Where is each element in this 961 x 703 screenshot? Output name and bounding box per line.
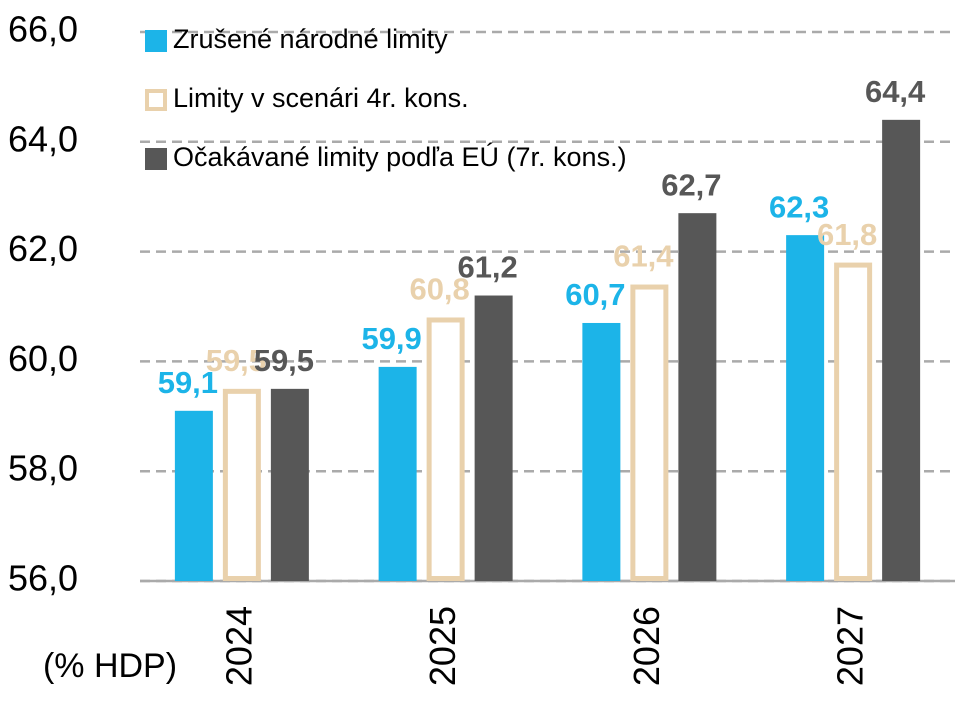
value-label: 59,1 — [158, 365, 218, 400]
legend-marker — [145, 148, 167, 170]
legend-label: Zrušené národné limity — [173, 24, 448, 54]
y-tick-label: 58,0 — [8, 448, 78, 489]
value-label: 64,4 — [865, 74, 926, 109]
x-tick-label: 2027 — [830, 606, 871, 686]
value-label: 61,4 — [613, 239, 674, 274]
bar — [222, 388, 261, 581]
bar — [270, 388, 309, 581]
value-label: 61,2 — [457, 250, 517, 285]
value-label: 59,5 — [254, 343, 314, 378]
bar — [174, 410, 213, 581]
y-tick-label: 56,0 — [8, 558, 78, 599]
legend-label: Limity v scenári 4r. kons. — [173, 83, 469, 113]
value-label: 60,7 — [565, 277, 625, 312]
value-label: 62,7 — [661, 167, 721, 202]
legend-marker — [145, 89, 167, 111]
value-label: 59,5 — [206, 343, 266, 378]
value-label: 61,8 — [817, 217, 877, 252]
bar — [474, 295, 513, 581]
bar — [582, 322, 621, 581]
value-label: 59,9 — [361, 321, 421, 356]
x-tick-label: 2024 — [218, 606, 259, 686]
legend-marker — [145, 30, 167, 52]
bar — [678, 213, 717, 582]
x-tick-label: 2025 — [422, 606, 463, 686]
bar — [834, 262, 873, 581]
bar — [426, 317, 465, 581]
value-label: 62,3 — [769, 189, 829, 224]
bar — [378, 366, 417, 581]
value-label: 60,8 — [409, 272, 469, 307]
y-tick-label: 60,0 — [8, 338, 78, 379]
bar — [882, 119, 921, 581]
y-tick-label: 64,0 — [8, 118, 78, 159]
bar — [630, 284, 669, 581]
x-tick-label: 2026 — [626, 606, 667, 686]
bar — [786, 235, 825, 581]
y-tick-label: 66,0 — [8, 9, 78, 50]
y-tick-label: 62,0 — [8, 228, 78, 269]
legend-label: Očakávané limity podľa EÚ (7r. kons.) — [173, 141, 627, 172]
y-axis-label: (% HDP) — [43, 647, 177, 685]
